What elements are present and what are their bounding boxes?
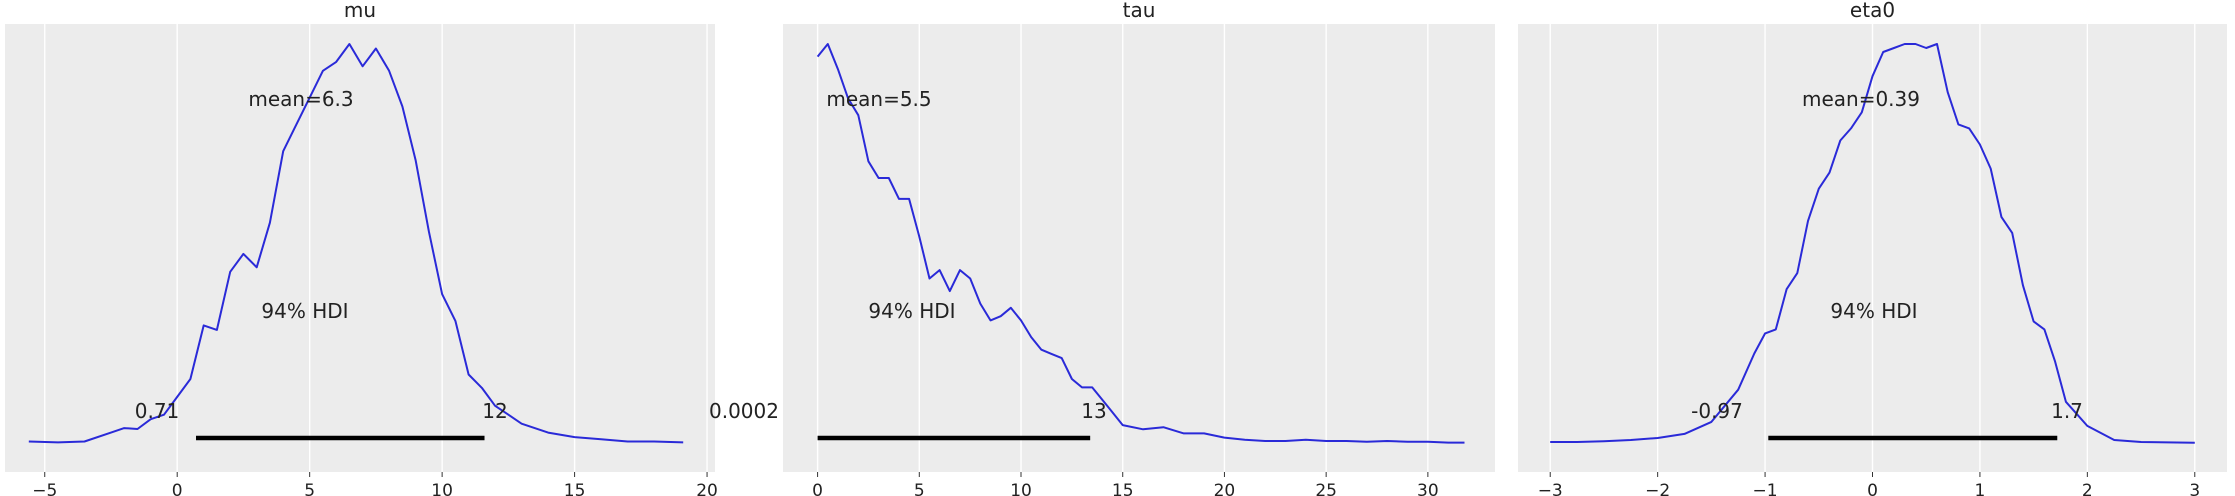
x-tick-label: 0: [172, 481, 183, 496]
density-curve: [28, 43, 684, 444]
x-tick-label: 15: [564, 481, 586, 496]
subplot-title: mu: [344, 0, 376, 22]
mean-label: mean=6.3: [248, 87, 353, 111]
density-curve: [816, 43, 1465, 444]
x-tick-label: 10: [431, 481, 453, 496]
subplot-3: −3 −2 −1 0 1 2 3 eta0 mean=0.39 94% HDI -0.97 1.7: [1518, 0, 2227, 496]
hdi-lower-label: 0.71: [135, 399, 180, 423]
x-tick-label: −5: [32, 481, 57, 496]
plot-area-background: [783, 24, 1495, 472]
subplot-title: eta0: [1850, 0, 1895, 22]
x-tick-label: 15: [1112, 481, 1134, 496]
x-tick-label: −1: [1753, 481, 1778, 496]
mean-label: mean=5.5: [826, 87, 931, 111]
x-tick-label: 1: [1975, 481, 1986, 496]
subplot-title: tau: [1123, 0, 1156, 22]
hdi-label: 94% HDI: [261, 299, 348, 323]
x-tick-label: 2: [2082, 481, 2093, 496]
subplot-2: 0 5 10 15 20 25 30 tau mean=5.5 94% HDI 0.0002 13: [709, 0, 1495, 496]
mean-label: mean=0.39: [1802, 87, 1920, 111]
x-tick-label: 25: [1315, 481, 1337, 496]
x-tick-label: 0: [1867, 481, 1878, 496]
x-tick-label: 5: [914, 481, 925, 496]
hdi-lower-label: 0.0002: [709, 399, 779, 423]
subplot-1: −5 0 5 10 15 20 mu mean=6.3 94% HDI 0.71 12: [5, 0, 718, 496]
x-tick-label: 20: [696, 481, 718, 496]
x-tick-label: 30: [1417, 481, 1439, 496]
hdi-label: 94% HDI: [868, 299, 955, 323]
plot-area-background: [5, 24, 715, 472]
hdi-upper-label: 13: [1081, 399, 1106, 423]
x-tick-label: −2: [1645, 481, 1670, 496]
hdi-label: 94% HDI: [1830, 299, 1917, 323]
hdi-upper-label: 1.7: [2051, 399, 2083, 423]
density-curve: [1550, 43, 2195, 444]
x-tick-label: 3: [2189, 481, 2200, 496]
x-tick-label: 10: [1010, 481, 1032, 496]
x-tick-label: 0: [812, 481, 823, 496]
x-tick-label: 5: [304, 481, 315, 496]
hdi-upper-label: 12: [482, 399, 507, 423]
hdi-lower-label: -0.97: [1691, 399, 1743, 423]
x-tick-label: 20: [1214, 481, 1236, 496]
x-tick-label: −3: [1538, 481, 1563, 496]
